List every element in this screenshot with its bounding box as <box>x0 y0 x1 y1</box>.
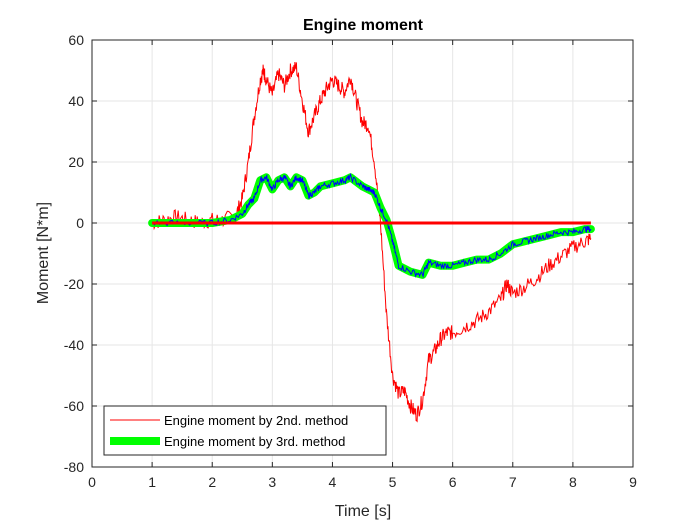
legend: Engine moment by 2nd. method Engine mome… <box>103 405 387 456</box>
x-tick-label: 7 <box>509 474 517 490</box>
x-tick-label: 2 <box>208 474 216 490</box>
plot-frame <box>91 39 634 468</box>
y-tick-label: -60 <box>64 398 84 414</box>
series-line-blue <box>151 173 592 279</box>
legend-label-3rd-method: Engine moment by 3rd. method <box>164 434 345 449</box>
x-tick-label: 3 <box>268 474 276 490</box>
y-tick-label: 20 <box>68 154 84 170</box>
plot-area <box>92 40 633 467</box>
y-tick-label: -40 <box>64 337 84 353</box>
legend-box <box>103 405 387 456</box>
x-tick-label: 0 <box>88 474 96 490</box>
x-tick-label: 8 <box>569 474 577 490</box>
chart-title: Engine moment <box>303 17 424 34</box>
y-tick-label: -80 <box>64 459 84 475</box>
x-tick-label: 4 <box>329 474 337 490</box>
x-tick-label: 1 <box>148 474 156 490</box>
y-tick-label: 60 <box>68 32 84 48</box>
y-tick-label: 0 <box>76 215 84 231</box>
axis-ticks: 0 1 2 3 4 5 6 7 8 9 -80 -60 -40 -20 0 20 40 60 <box>64 32 637 490</box>
x-tick-label: 9 <box>629 474 637 490</box>
x-tick-label: 6 <box>449 474 457 490</box>
y-tick-label: 40 <box>68 93 84 109</box>
x-axis-label: Time [s] <box>335 503 391 520</box>
y-tick-label: -20 <box>64 276 84 292</box>
legend-label-2nd-method: Engine moment by 2nd. method <box>164 413 348 428</box>
x-tick-label: 5 <box>389 474 397 490</box>
y-axis-label: Moment [N*m] <box>35 202 52 304</box>
data-series <box>148 61 595 423</box>
series-line-2nd-method <box>151 61 592 423</box>
